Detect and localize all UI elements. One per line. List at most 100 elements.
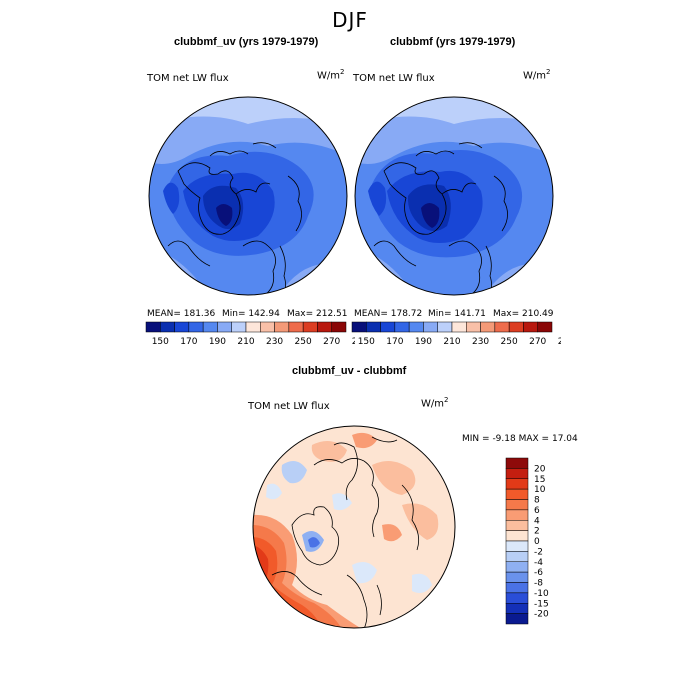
diff-colorbar-label: 2 [534,527,540,537]
diff-colorbar-label: -2 [534,547,543,557]
panel-1-colorbar-label: 190 [209,337,226,347]
panel-2-colorbar: 150 170 190 210 230 250 270 290 [351,321,561,347]
map-boundary [148,96,348,296]
map-field-band [149,97,347,126]
panel-1-colorbar-swatch [260,321,275,333]
map-field-band [368,181,387,216]
diff-colorbar-label: 8 [534,496,540,506]
panel-1-polar-map [148,96,348,296]
diff-colorbar-label: 4 [534,516,540,526]
diff-colorbar-swatch [505,520,529,531]
map-field-band [308,537,320,548]
panel-1-colorbar-label: 210 [237,337,254,347]
panel-1-colorbar-label: 290 [352,337,355,347]
panel-2-variable: TOM net LW flux [353,73,435,84]
map-field-band [311,441,347,462]
panel-1-colorbar-swatch [217,321,232,333]
panel-1-colorbar-swatch [288,321,304,333]
map-boundary [354,96,554,296]
panel-2-colorbar-swatch [351,321,367,333]
panel-2-colorbar-label: 150 [358,337,375,347]
panel-2-colorbar-label: 290 [558,337,561,347]
panel-1-colorbar-swatch [317,321,332,333]
panel-2-colorbar-label: 230 [472,337,489,347]
diff-stats: MIN = -9.18 MAX = 17.04 [462,434,578,444]
panel-2-colorbar-label: 170 [386,337,403,347]
diff-colorbar-swatch [505,551,529,562]
panel-1-min: Min= 142.94 [222,309,280,319]
panel-2-colorbar-label: 270 [529,337,546,347]
diff-colorbar-swatch [505,592,529,604]
diff-units: W/m2 [421,396,449,410]
diff-colorbar-label: -10 [534,589,549,599]
diff-variable: TOM net LW flux [248,401,330,412]
diff-colorbar-swatch [505,457,529,469]
map-field-band [332,493,352,511]
diff-colorbar-label: -4 [534,558,543,568]
diff-colorbar-label: 20 [534,464,546,474]
panel-2-mean: MEAN= 178.72 [354,309,423,319]
panel-2-colorbar-swatch [537,321,553,333]
panel-2-colorbar-swatch [494,321,510,333]
panel-2-colorbar-swatch [466,321,481,333]
diff-colorbar-swatch [505,561,529,573]
panel-2-colorbar-swatch [508,321,524,333]
diff-colorbar-swatch [505,499,529,511]
panel-2-colorbar-swatch [480,321,496,333]
panel-1-colorbar-label: 250 [295,337,312,347]
map-field-band [216,204,233,226]
panel-2-colorbar-swatch [523,321,538,333]
map-field-band [352,561,377,584]
diff-colorbar-swatch [505,540,529,552]
diff-colorbar-swatch [505,530,529,542]
map-field-band [421,203,440,228]
diff-colorbar-swatch [505,509,529,521]
panel-1-colorbar-swatch [188,321,204,333]
panel-2-min: Min= 141.71 [428,309,486,319]
map-field-band [266,483,282,500]
panel-1-mean: MEAN= 181.36 [147,309,216,319]
panel-1-units: W/m2 [317,68,345,82]
panel-2-colorbar-swatch [451,321,467,333]
diff-polar-map [252,425,456,629]
panel-1-title: clubbmf_uv (yrs 1979-1979) [174,36,319,48]
map-boundary [252,425,456,629]
panel-1-variable: TOM net LW flux [147,73,229,84]
panel-1-colorbar-swatch [160,321,175,333]
coastlines [373,142,508,295]
diff-colorbar-swatch [505,488,529,500]
panel-1-colorbar-label: 170 [180,337,197,347]
diff-colorbar-label: -20 [534,610,549,620]
panel-1-colorbar: 150 170 190 210 230 250 270 290 [145,321,355,347]
diff-colorbar-swatch [505,603,529,614]
panel-1-colorbar-swatch [331,321,347,333]
panel-2-colorbar-label: 190 [415,337,432,347]
panel-2-max: Max= 210.49 [493,309,554,319]
panel-2-polar-map [354,96,554,296]
map-field-band [163,182,180,214]
panel-2-colorbar-swatch [408,321,424,333]
diff-colorbar-swatch [505,613,529,625]
map-field-band [372,461,416,495]
diff-title: clubbmf_uv - clubbmf [292,365,407,377]
diff-colorbar-label: 15 [534,475,545,485]
panel-2-colorbar-swatch [394,321,410,333]
map-field-band [352,432,377,449]
panel-2-colorbar-swatch [366,321,381,333]
panel-1-colorbar-swatch [174,321,190,333]
panel-1-colorbar-swatch [202,321,218,333]
panel-1-colorbar-swatch [231,321,247,333]
diff-colorbar-label: 0 [534,537,540,547]
diff-colorbar-label: -15 [534,599,549,609]
diff-colorbar-label: 10 [534,485,546,495]
diff-colorbar-label: -8 [534,579,543,589]
panel-2-colorbar-label: 210 [443,337,460,347]
diff-colorbar-swatch [505,582,529,594]
panel-2-colorbar-swatch [437,321,453,333]
diff-colorbar-label: 6 [534,506,540,516]
coastlines [271,436,420,628]
panel-2-title: clubbmf (yrs 1979-1979) [390,36,516,48]
panel-1-colorbar-label: 270 [323,337,340,347]
panel-1-colorbar-label: 230 [266,337,283,347]
